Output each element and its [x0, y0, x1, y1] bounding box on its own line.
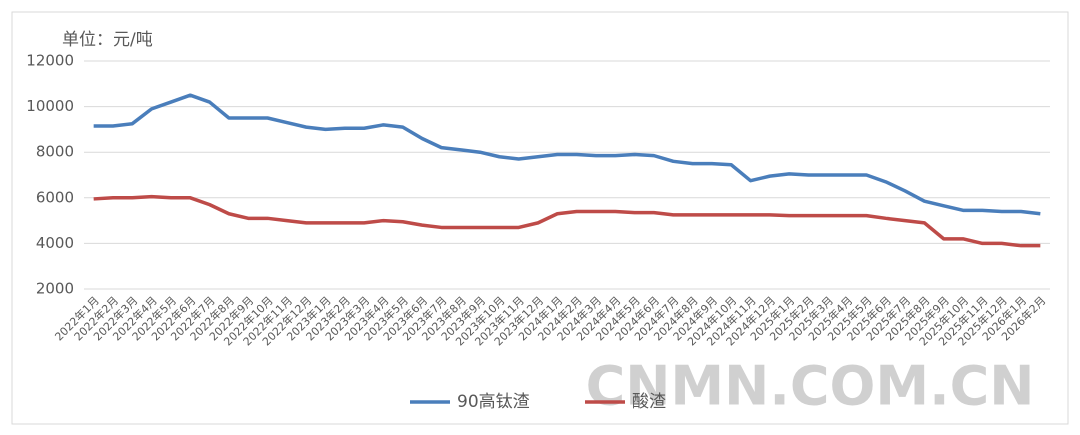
line-series — [93, 194, 1041, 248]
legend-label: 90高钛渣 — [457, 392, 530, 412]
y-tick-label: 4000 — [36, 234, 74, 252]
y-tick-label: 10000 — [26, 97, 74, 115]
y-axis-label: 单位：元/吨 — [62, 30, 153, 50]
chart-frame — [11, 11, 1069, 425]
y-tick-label: 6000 — [36, 188, 74, 206]
y-tick-label: 8000 — [36, 143, 74, 161]
watermark: CNMN.COM.CN — [586, 355, 1035, 418]
y-tick-label: 12000 — [26, 52, 74, 70]
y-tick-label: 2000 — [36, 280, 74, 298]
legend-label: 酸渣 — [632, 392, 666, 412]
line-series — [93, 93, 1041, 216]
